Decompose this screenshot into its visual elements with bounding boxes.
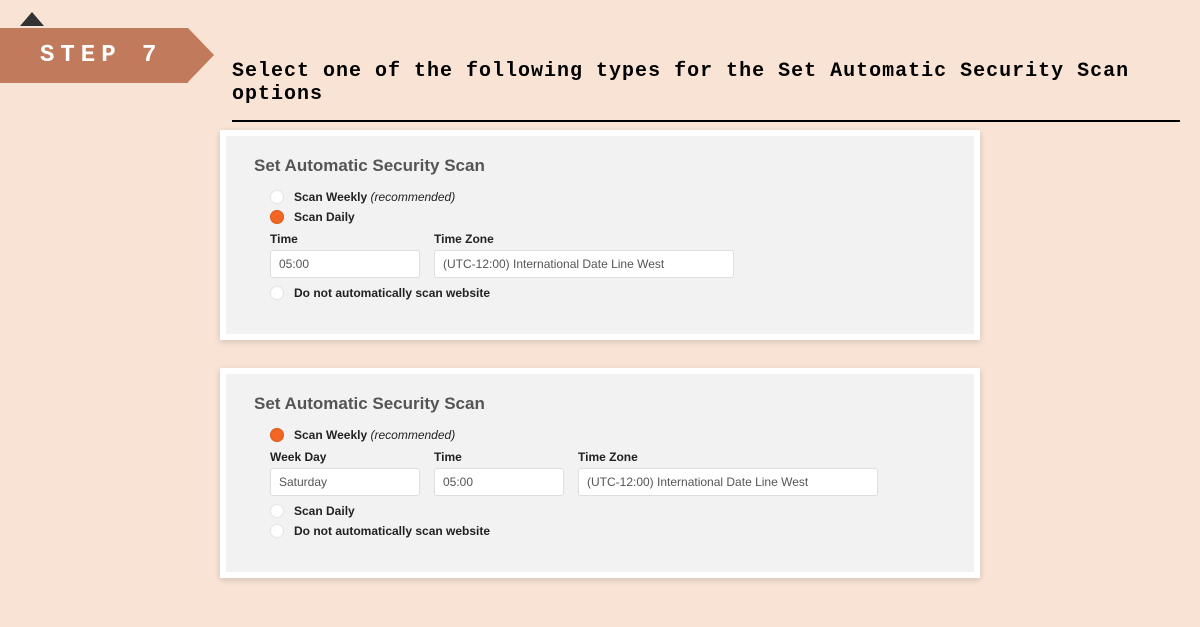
timezone-value: (UTC-12:00) International Date Line West (587, 475, 808, 489)
time-label: Time (270, 232, 420, 246)
step-ribbon: STEP 7 (0, 28, 188, 83)
time-field-col: Time 05:00 (434, 450, 564, 496)
weekday-label: Week Day (270, 450, 420, 464)
weekday-field-col: Week Day Saturday (270, 450, 420, 496)
radio-scan-none[interactable]: Do not automatically scan website (270, 286, 946, 300)
time-input[interactable]: 05:00 (434, 468, 564, 496)
radio-label: Do not automatically scan website (294, 286, 490, 300)
timezone-select[interactable]: (UTC-12:00) International Date Line West (434, 250, 734, 278)
time-field-col: Time 05:00 (270, 232, 420, 278)
corner-triangle-icon (20, 12, 44, 26)
radio-scan-daily[interactable]: Scan Daily (270, 210, 946, 224)
timezone-label: Time Zone (434, 232, 734, 246)
weekday-select[interactable]: Saturday (270, 468, 420, 496)
panel-title: Set Automatic Security Scan (254, 156, 946, 176)
radio-icon (270, 210, 284, 224)
timezone-field-col: Time Zone (UTC-12:00) International Date… (578, 450, 878, 496)
weekly-fields: Week Day Saturday Time 05:00 Time Zone (… (270, 450, 946, 496)
panel-daily: Set Automatic Security Scan Scan Weekly … (220, 130, 980, 340)
timezone-field-col: Time Zone (UTC-12:00) International Date… (434, 232, 734, 278)
radio-scan-weekly[interactable]: Scan Weekly (recommended) (270, 428, 946, 442)
panel-title: Set Automatic Security Scan (254, 394, 946, 414)
radio-label: Scan Daily (294, 210, 355, 224)
step-instruction: Select one of the following types for th… (232, 56, 1180, 122)
time-label: Time (434, 450, 564, 464)
radio-icon (270, 190, 284, 204)
radio-scan-none[interactable]: Do not automatically scan website (270, 524, 946, 538)
radio-label: Scan Daily (294, 504, 355, 518)
timezone-select[interactable]: (UTC-12:00) International Date Line West (578, 468, 878, 496)
radio-hint: (recommended) (371, 428, 456, 442)
step-header: STEP 7 Select one of the following types… (0, 0, 1200, 32)
radio-label: Do not automatically scan website (294, 524, 490, 538)
radio-label: Scan Weekly (294, 428, 367, 442)
radio-icon (270, 428, 284, 442)
timezone-value: (UTC-12:00) International Date Line West (443, 257, 664, 271)
panel-daily-inner: Set Automatic Security Scan Scan Weekly … (226, 136, 974, 334)
radio-label: Scan Weekly (294, 190, 367, 204)
step-label: STEP 7 (40, 42, 162, 69)
panel-weekly: Set Automatic Security Scan Scan Weekly … (220, 368, 980, 578)
time-value: 05:00 (443, 475, 473, 489)
panel-weekly-inner: Set Automatic Security Scan Scan Weekly … (226, 374, 974, 572)
radio-icon (270, 524, 284, 538)
time-value: 05:00 (279, 257, 309, 271)
radio-scan-weekly[interactable]: Scan Weekly (recommended) (270, 190, 946, 204)
panels-container: Set Automatic Security Scan Scan Weekly … (0, 130, 1200, 578)
time-input[interactable]: 05:00 (270, 250, 420, 278)
weekday-value: Saturday (279, 475, 327, 489)
radio-icon (270, 286, 284, 300)
radio-icon (270, 504, 284, 518)
radio-hint: (recommended) (371, 190, 456, 204)
timezone-label: Time Zone (578, 450, 878, 464)
daily-fields: Time 05:00 Time Zone (UTC-12:00) Interna… (270, 232, 946, 278)
radio-scan-daily[interactable]: Scan Daily (270, 504, 946, 518)
